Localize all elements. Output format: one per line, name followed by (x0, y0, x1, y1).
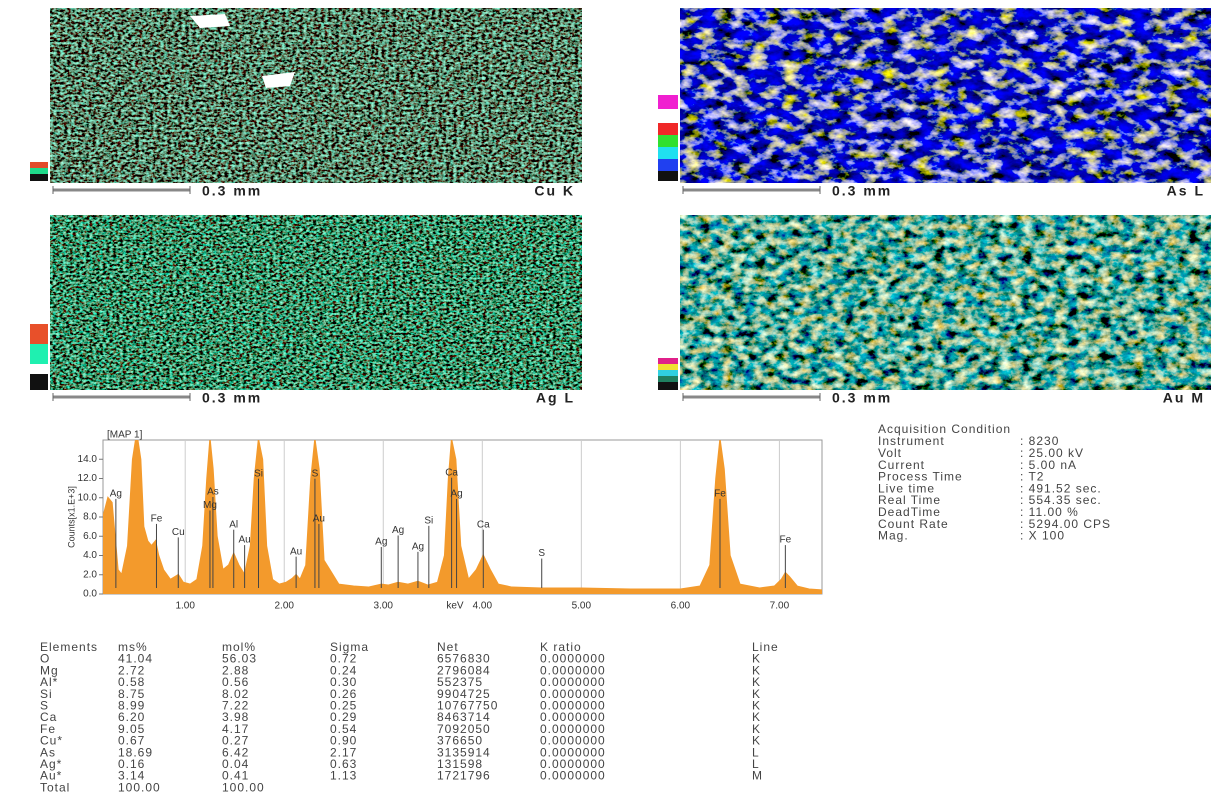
peak-label: Ca (445, 467, 458, 478)
plot-area (103, 440, 822, 594)
table-cell: 100.00 (222, 780, 265, 794)
table-cell: Total (40, 780, 70, 794)
element-map-texture (50, 215, 582, 390)
peak-label: Fe (151, 514, 163, 525)
table-cell: 1721796 (437, 769, 491, 783)
x-tick-label: 1.00 (175, 601, 195, 612)
peak-label: Ag (110, 489, 122, 500)
peak-label: Ag (375, 537, 387, 548)
y-axis-label: Counts[x1.E+3] (66, 486, 76, 548)
scale-label: 0.3 mm (832, 390, 892, 406)
peak-label: Mg (203, 500, 217, 511)
x-axis-label: keV (446, 601, 464, 612)
peak-label: Ag (392, 525, 404, 536)
x-tick-label: 7.00 (770, 601, 790, 612)
peak-label: Au (313, 514, 325, 525)
element-map-texture (680, 215, 1211, 390)
peak-label: Ca (477, 519, 490, 530)
peak-label: Ag (412, 541, 424, 552)
x-tick-label: 3.00 (374, 601, 394, 612)
spectrum-fill (103, 440, 822, 594)
page: {"maps": [ {"scale": "0.3 mm", "label": … (0, 0, 1211, 794)
y-tick-label: 0.0 (83, 589, 97, 600)
y-tick-label: 4.0 (83, 550, 97, 561)
x-tick-label: 5.00 (572, 601, 592, 612)
table-cell: M (752, 769, 763, 783)
map-label: Ag L (536, 390, 575, 406)
peak-label: Fe (780, 535, 792, 546)
peak-label: Fe (714, 489, 726, 500)
acquisition-value: : X 100 (1020, 529, 1065, 543)
peak-label: As (207, 487, 219, 498)
peak-label: Si (424, 515, 433, 526)
x-tick-label: 6.00 (671, 601, 691, 612)
scale-label: 0.3 mm (832, 183, 892, 199)
table-cell: 100.00 (118, 780, 161, 794)
screenshot: 0.3 mm Cu K 0.3 mm As L 0.3 mm Ag L 0.3 mm Au M… (0, 0, 1211, 794)
peak-label: Au (239, 535, 251, 546)
peak-label: S (312, 468, 319, 479)
peak-label: Si (254, 468, 263, 479)
element-map-texture (680, 8, 1211, 183)
element-map-texture (50, 8, 582, 183)
acquisition-label: Mag. (878, 529, 909, 543)
y-tick-label: 12.0 (78, 473, 98, 484)
chart-title: [MAP 1] (107, 430, 143, 441)
table-cell: 1.13 (330, 769, 357, 783)
scale-label: 0.3 mm (202, 390, 262, 406)
peak-label: Al (229, 519, 238, 530)
peak-label: Cu (172, 527, 185, 538)
scale-label: 0.3 mm (202, 183, 262, 199)
peak-label: S (538, 548, 545, 559)
y-tick-label: 6.0 (83, 531, 97, 542)
y-tick-label: 14.0 (78, 454, 98, 465)
y-tick-label: 10.0 (78, 492, 98, 503)
map-label: Au M (1163, 390, 1205, 406)
map-label: Cu K (534, 183, 575, 199)
y-tick-label: 8.0 (83, 512, 97, 523)
x-tick-label: 4.00 (473, 601, 493, 612)
y-tick-label: 2.0 (83, 569, 97, 580)
x-tick-label: 2.00 (275, 601, 295, 612)
peak-label: Au (290, 546, 302, 557)
map-label: As L (1167, 183, 1205, 199)
table-cell: 0.0000000 (540, 769, 606, 783)
peak-label: Ag (450, 489, 462, 500)
